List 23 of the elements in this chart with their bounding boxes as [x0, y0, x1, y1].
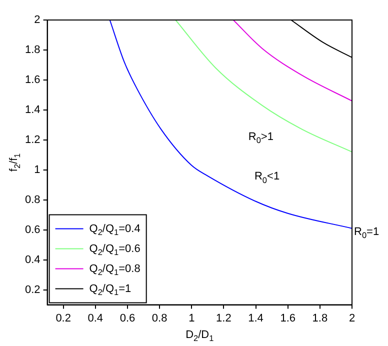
x-tick-label: 0.6	[120, 312, 136, 324]
x-tick-label: 0.2	[56, 312, 71, 324]
y-axis-title: f2/f1	[8, 152, 22, 172]
y-tick-label: 1.2	[24, 134, 40, 146]
y-tick-label: 0.6	[24, 224, 40, 236]
y-tick-label: 1	[34, 164, 40, 176]
x-tick-label: 2	[348, 312, 356, 324]
x-tick-label: 1	[188, 312, 195, 324]
x-tick-label: 0.8	[152, 312, 168, 324]
y-tick-label: 0.4	[24, 254, 40, 266]
y-tick-label: 1.8	[24, 44, 40, 56]
x-tick-label: 1.2	[216, 312, 232, 324]
y-tick-label: 1.6	[24, 74, 40, 86]
x-tick-label: 1.6	[280, 312, 296, 324]
x-tick-label: 1.4	[248, 312, 264, 324]
x-tick-label: 0.4	[88, 312, 104, 324]
y-tick-label: 2	[34, 14, 40, 26]
y-tick-label: 0.8	[24, 194, 40, 206]
y-tick-label: 1.4	[24, 104, 40, 116]
y-tick-label: 0.2	[24, 284, 40, 296]
line-series	[232, 20, 352, 102]
x-tick-label: 1.8	[312, 312, 328, 324]
line-series	[175, 20, 352, 152]
